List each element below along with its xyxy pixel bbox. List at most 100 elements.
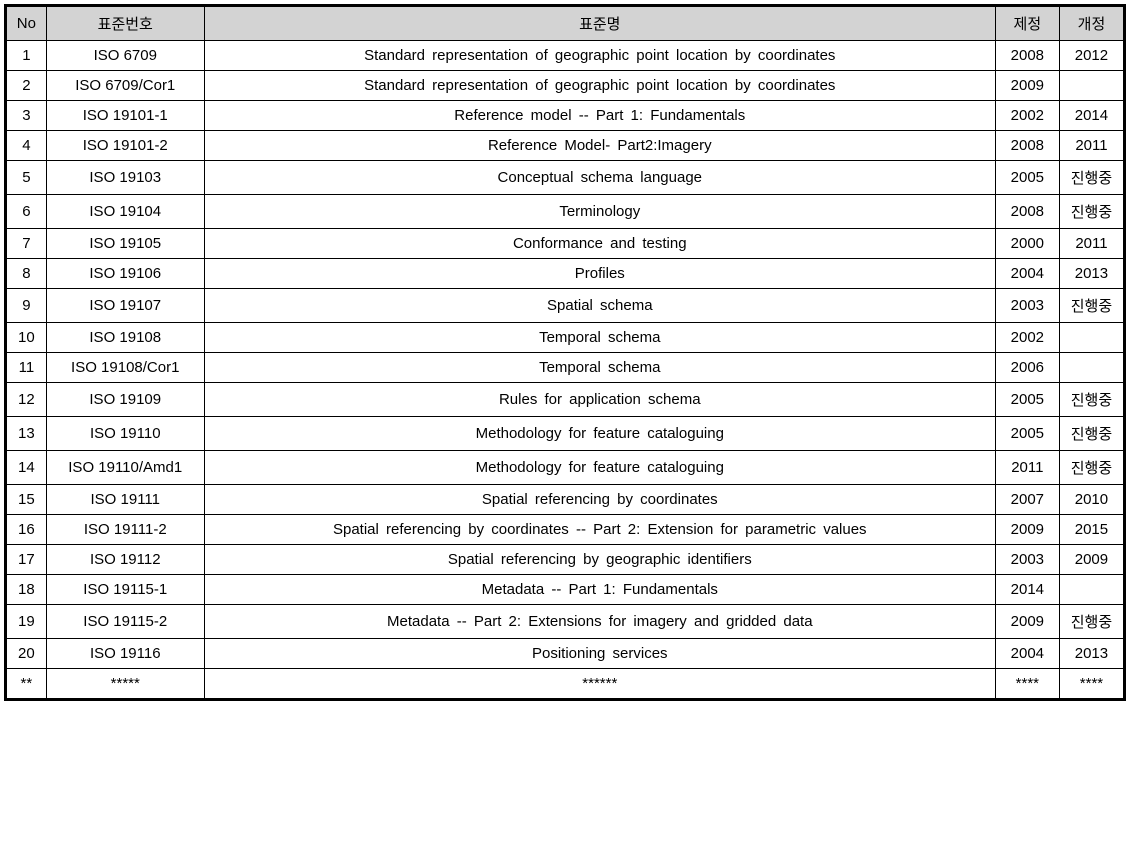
cell-code: ISO 19111-2 [46, 515, 204, 545]
cell-revised: 진행중 [1059, 195, 1123, 229]
cell-code: ISO 19104 [46, 195, 204, 229]
cell-no: 17 [7, 545, 47, 575]
table-row: 16ISO 19111-2Spatial referencing by coor… [7, 515, 1124, 545]
cell-revised [1059, 575, 1123, 605]
cell-revised: 2013 [1059, 259, 1123, 289]
cell-name: Spatial schema [204, 289, 995, 323]
table-row: 12ISO 19109Rules for application schema2… [7, 383, 1124, 417]
header-established: 제정 [995, 7, 1059, 41]
cell-established: 2011 [995, 451, 1059, 485]
cell-name: Methodology for feature cataloguing [204, 417, 995, 451]
cell-established: 2005 [995, 161, 1059, 195]
cell-no: 19 [7, 605, 47, 639]
cell-code: ISO 19108 [46, 323, 204, 353]
cell-no: 2 [7, 71, 47, 101]
cell-revised: 2012 [1059, 41, 1123, 71]
cell-established: 2006 [995, 353, 1059, 383]
table-row: 2ISO 6709/Cor1Standard representation of… [7, 71, 1124, 101]
table-row: 17ISO 19112Spatial referencing by geogra… [7, 545, 1124, 575]
cell-revised: 2013 [1059, 639, 1123, 669]
standards-table: No 표준번호 표준명 제정 개정 1ISO 6709Standard repr… [6, 6, 1124, 699]
cell-revised [1059, 323, 1123, 353]
cell-code: ISO 19108/Cor1 [46, 353, 204, 383]
cell-code: ISO 6709 [46, 41, 204, 71]
table-row: 9ISO 19107Spatial schema2003진행중 [7, 289, 1124, 323]
cell-code: ISO 19110/Amd1 [46, 451, 204, 485]
cell-name: Methodology for feature cataloguing [204, 451, 995, 485]
cell-no: 20 [7, 639, 47, 669]
cell-established: 2007 [995, 485, 1059, 515]
table-row: ********************* [7, 669, 1124, 699]
cell-no: 1 [7, 41, 47, 71]
cell-name: Terminology [204, 195, 995, 229]
standards-table-wrapper: No 표준번호 표준명 제정 개정 1ISO 6709Standard repr… [4, 4, 1126, 701]
cell-established: 2008 [995, 41, 1059, 71]
cell-code: ISO 19110 [46, 417, 204, 451]
cell-name: Spatial referencing by coordinates -- Pa… [204, 515, 995, 545]
cell-name: Temporal schema [204, 323, 995, 353]
cell-code: ***** [46, 669, 204, 699]
cell-no: 10 [7, 323, 47, 353]
cell-no: 12 [7, 383, 47, 417]
cell-established: 2002 [995, 323, 1059, 353]
cell-established: 2008 [995, 195, 1059, 229]
cell-established: 2005 [995, 383, 1059, 417]
cell-code: ISO 19112 [46, 545, 204, 575]
cell-revised: 진행중 [1059, 161, 1123, 195]
cell-established: 2003 [995, 289, 1059, 323]
cell-name: Metadata -- Part 2: Extensions for image… [204, 605, 995, 639]
cell-revised: 2009 [1059, 545, 1123, 575]
cell-no: 9 [7, 289, 47, 323]
cell-code: ISO 19111 [46, 485, 204, 515]
cell-established: 2004 [995, 639, 1059, 669]
cell-no: ** [7, 669, 47, 699]
cell-no: 8 [7, 259, 47, 289]
header-name: 표준명 [204, 7, 995, 41]
cell-code: ISO 19109 [46, 383, 204, 417]
cell-revised: 진행중 [1059, 383, 1123, 417]
header-row: No 표준번호 표준명 제정 개정 [7, 7, 1124, 41]
cell-no: 18 [7, 575, 47, 605]
table-header: No 표준번호 표준명 제정 개정 [7, 7, 1124, 41]
cell-established: 2008 [995, 131, 1059, 161]
table-row: 8ISO 19106Profiles20042013 [7, 259, 1124, 289]
table-row: 10ISO 19108Temporal schema2002 [7, 323, 1124, 353]
table-row: 20ISO 19116Positioning services20042013 [7, 639, 1124, 669]
cell-established: 2005 [995, 417, 1059, 451]
table-row: 13ISO 19110Methodology for feature catal… [7, 417, 1124, 451]
table-row: 19ISO 19115-2Metadata -- Part 2: Extensi… [7, 605, 1124, 639]
cell-established: 2009 [995, 605, 1059, 639]
cell-name: Positioning services [204, 639, 995, 669]
cell-revised [1059, 353, 1123, 383]
header-no: No [7, 7, 47, 41]
cell-established: 2003 [995, 545, 1059, 575]
table-row: 18ISO 19115-1Metadata -- Part 1: Fundame… [7, 575, 1124, 605]
table-row: 6ISO 19104Terminology2008진행중 [7, 195, 1124, 229]
cell-revised: 2011 [1059, 131, 1123, 161]
cell-name: Reference model -- Part 1: Fundamentals [204, 101, 995, 131]
cell-revised: 2010 [1059, 485, 1123, 515]
cell-code: ISO 19105 [46, 229, 204, 259]
table-row: 1ISO 6709Standard representation of geog… [7, 41, 1124, 71]
cell-established: 2000 [995, 229, 1059, 259]
table-row: 11ISO 19108/Cor1Temporal schema2006 [7, 353, 1124, 383]
cell-name: Spatial referencing by coordinates [204, 485, 995, 515]
cell-revised: 진행중 [1059, 605, 1123, 639]
cell-established: 2004 [995, 259, 1059, 289]
cell-no: 15 [7, 485, 47, 515]
header-code: 표준번호 [46, 7, 204, 41]
table-row: 14ISO 19110/Amd1Methodology for feature … [7, 451, 1124, 485]
cell-name: Temporal schema [204, 353, 995, 383]
cell-code: ISO 19106 [46, 259, 204, 289]
cell-no: 11 [7, 353, 47, 383]
cell-name: Spatial referencing by geographic identi… [204, 545, 995, 575]
table-row: 7ISO 19105Conformance and testing2000201… [7, 229, 1124, 259]
cell-name: Profiles [204, 259, 995, 289]
table-row: 5ISO 19103Conceptual schema language2005… [7, 161, 1124, 195]
cell-revised: 2015 [1059, 515, 1123, 545]
cell-name: ****** [204, 669, 995, 699]
cell-code: ISO 6709/Cor1 [46, 71, 204, 101]
table-row: 4ISO 19101-2Reference Model- Part2:Image… [7, 131, 1124, 161]
header-revised: 개정 [1059, 7, 1123, 41]
cell-established: 2014 [995, 575, 1059, 605]
